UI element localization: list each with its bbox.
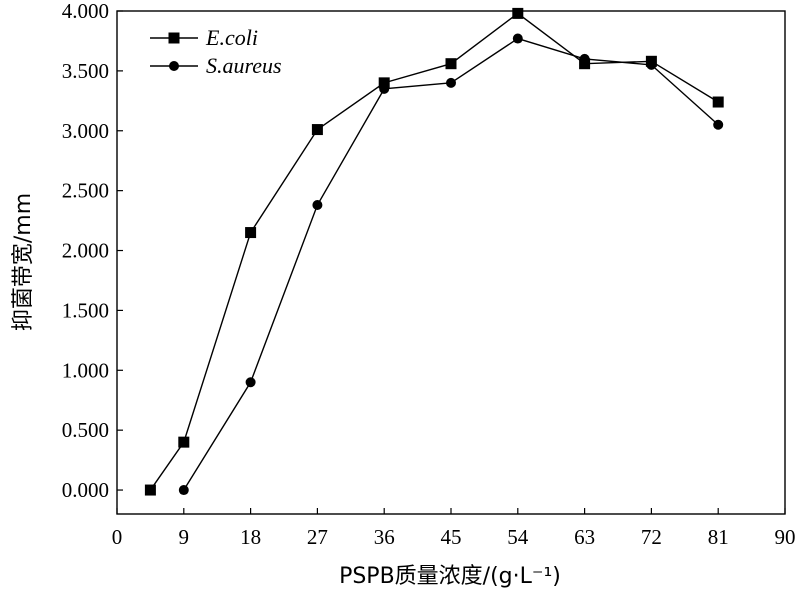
data-point	[512, 7, 524, 19]
ticks: 0 9 18 27 36 45 54 63 72 81 90 0.000 0.500 1.000 1.500…	[62, 0, 796, 549]
x-tick-label: 63	[574, 525, 595, 549]
data-point	[312, 200, 323, 211]
x-tick-label: 45	[441, 525, 462, 549]
legend-item: E.coli	[150, 25, 258, 50]
x-tick-label: 81	[708, 525, 729, 549]
data-point	[311, 124, 323, 136]
data-point	[646, 59, 657, 70]
data-point	[512, 33, 523, 44]
y-tick-label: 1.500	[62, 298, 109, 322]
x-tick-label: 36	[374, 525, 395, 549]
legend: E.coli S.aureus	[150, 25, 282, 78]
data-point	[445, 58, 457, 70]
legend-label: E.coli	[205, 25, 258, 50]
data-point	[712, 96, 724, 108]
data-point	[713, 119, 724, 130]
y-tick-label: 0.500	[62, 418, 109, 442]
data-point	[579, 53, 590, 64]
legend-item: S.aureus	[150, 53, 282, 78]
legend-marker	[169, 61, 179, 71]
y-tick-label: 3.500	[62, 59, 109, 83]
data-point	[178, 485, 189, 496]
x-tick-label: 72	[641, 525, 662, 549]
data-point	[446, 77, 456, 88]
x-tick-label: 27	[307, 525, 328, 549]
y-tick-label: 0.000	[62, 478, 109, 502]
x-tick-label: 54	[507, 525, 529, 549]
series-line	[183, 37, 719, 491]
legend-marker	[168, 32, 180, 44]
series	[144, 7, 724, 496]
x-tick-label: 9	[179, 525, 190, 549]
series-e-coli	[144, 7, 724, 496]
data-point	[245, 377, 256, 388]
y-tick-label: 1.000	[62, 358, 109, 382]
x-tick-label: 90	[775, 525, 796, 549]
x-tick-label: 0	[112, 525, 123, 549]
y-tick-label: 4.000	[62, 0, 109, 23]
x-axis-label: PSPB质量浓度/(g·L⁻¹)	[339, 564, 561, 589]
data-point	[245, 227, 257, 239]
y-tick-label: 2.500	[62, 179, 109, 203]
series-s-aureus	[178, 33, 724, 496]
legend-label: S.aureus	[206, 53, 282, 78]
data-point	[378, 77, 390, 89]
y-tick-label: 3.000	[62, 119, 109, 143]
y-axis-label: 抑菌带宽/mm	[11, 193, 36, 331]
data-point	[178, 436, 190, 448]
data-point	[144, 484, 156, 496]
data-point	[379, 83, 390, 94]
x-tick-label: 18	[240, 525, 261, 549]
y-tick-label: 2.000	[62, 239, 109, 263]
